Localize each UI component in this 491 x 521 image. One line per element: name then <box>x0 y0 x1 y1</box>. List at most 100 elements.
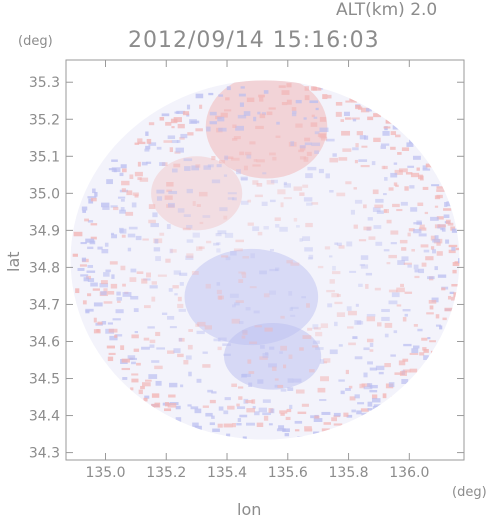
speckle <box>222 343 231 346</box>
speckle <box>226 433 231 437</box>
speckle <box>256 422 264 428</box>
speckle <box>372 406 381 410</box>
speckle <box>372 398 381 403</box>
speckle <box>219 159 226 164</box>
speckle <box>105 269 111 273</box>
speckle <box>281 102 288 106</box>
speckle <box>240 86 245 89</box>
speckle <box>430 216 439 221</box>
speckle <box>87 246 94 250</box>
speckle <box>256 159 265 163</box>
speckle <box>422 165 428 170</box>
speckle <box>353 187 357 190</box>
speckle <box>269 346 275 350</box>
speckle <box>173 348 181 354</box>
speckle <box>86 270 96 273</box>
speckle <box>401 256 409 261</box>
speckle <box>258 94 265 98</box>
speckle <box>312 340 320 344</box>
speckle <box>266 111 273 116</box>
speckle <box>192 201 196 206</box>
speckle <box>299 238 303 242</box>
speckle <box>333 423 343 426</box>
speckle <box>218 406 224 411</box>
speckle <box>137 177 142 181</box>
speckle <box>338 379 345 382</box>
speckle <box>429 305 434 310</box>
speckle <box>224 155 229 161</box>
speckle <box>367 217 373 221</box>
speckle <box>263 226 269 230</box>
speckle <box>373 225 382 229</box>
speckle <box>314 131 320 135</box>
speckle <box>127 247 132 252</box>
speckle <box>454 298 460 302</box>
speckle <box>365 272 373 276</box>
speckle <box>367 408 373 411</box>
speckle <box>304 142 312 146</box>
speckle <box>242 373 251 377</box>
speckle <box>299 145 306 149</box>
speckle <box>211 179 221 184</box>
speckle <box>183 158 193 162</box>
speckle <box>390 230 399 235</box>
speckle <box>247 222 254 226</box>
speckle <box>156 196 163 201</box>
speckle <box>93 302 103 307</box>
speckle <box>206 240 212 244</box>
speckle <box>304 137 311 142</box>
speckle <box>323 358 331 363</box>
speckle <box>177 303 184 309</box>
speckle <box>151 393 160 398</box>
speckle <box>233 248 243 252</box>
speckle <box>216 242 221 245</box>
speckle <box>254 325 262 328</box>
speckle <box>82 210 87 213</box>
speckle <box>437 224 447 228</box>
speckle <box>354 394 360 399</box>
speckle <box>112 318 121 321</box>
speckle <box>434 205 439 208</box>
speckle <box>100 280 108 285</box>
speckle <box>340 390 345 395</box>
speckle <box>352 336 358 340</box>
speckle <box>120 265 126 271</box>
speckle <box>354 356 363 360</box>
speckle <box>373 113 382 118</box>
speckle <box>447 222 454 226</box>
speckle <box>322 94 328 100</box>
speckle <box>243 165 248 171</box>
speckle <box>186 104 191 110</box>
speckle <box>274 378 279 381</box>
speckle <box>366 338 374 343</box>
speckle <box>84 218 89 222</box>
speckle <box>171 126 175 129</box>
speckle <box>196 378 202 383</box>
speckle <box>161 113 170 117</box>
speckle <box>336 312 346 317</box>
speckle <box>453 292 458 298</box>
speckle <box>145 131 149 136</box>
speckle <box>380 145 386 149</box>
y-axis-unit: (deg) <box>18 34 53 49</box>
speckle <box>196 330 205 335</box>
speckle <box>270 408 275 414</box>
speckle <box>317 265 324 269</box>
speckle <box>116 297 123 301</box>
speckle <box>178 337 183 342</box>
speckle <box>92 188 96 194</box>
speckle <box>259 113 266 119</box>
speckle <box>420 244 429 248</box>
speckle <box>288 354 293 359</box>
speckle <box>382 130 390 136</box>
speckle <box>413 345 420 349</box>
speckle <box>148 142 157 146</box>
speckle <box>203 165 211 170</box>
speckle <box>258 407 267 413</box>
speckle <box>281 90 290 95</box>
speckle <box>144 305 151 309</box>
speckle <box>108 328 118 333</box>
speckle <box>156 189 165 194</box>
speckle <box>411 248 415 252</box>
speckle <box>286 408 292 413</box>
